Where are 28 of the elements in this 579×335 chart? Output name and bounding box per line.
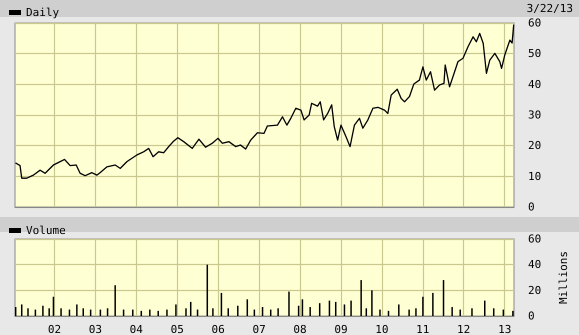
x-tick-label: 04 xyxy=(130,323,144,335)
y-tick-label: 10 xyxy=(528,170,542,183)
x-tick-label: 11 xyxy=(416,323,430,335)
x-tick-label: 12 xyxy=(457,323,470,335)
x-tick-label: 08 xyxy=(293,323,307,335)
text: 3/22/13 xyxy=(526,2,573,15)
x-tick-label: 13 xyxy=(498,323,512,335)
y-tick-label: 0 xyxy=(528,200,535,214)
y-tick-label: 20 xyxy=(528,284,542,297)
legend-label: Volume xyxy=(26,224,66,237)
x-tick-label: 06 xyxy=(212,323,225,335)
legend-label: Daily xyxy=(26,6,60,19)
y-tick-label: 20 xyxy=(528,139,542,152)
y-tick-label: 40 xyxy=(528,258,542,272)
y-tick-label: 40 xyxy=(528,78,542,91)
y-axis-title: Millions xyxy=(557,251,570,304)
line-series xyxy=(15,24,514,179)
x-tick-label: 07 xyxy=(252,323,266,335)
x-tick-label: 03 xyxy=(88,323,102,335)
x-tick-label: 09 xyxy=(334,323,348,335)
x-tick-label: 02 xyxy=(48,323,62,335)
y-tick-label: 30 xyxy=(528,108,542,122)
y-tick-label: 60 xyxy=(528,16,542,30)
y-tick-label: 0 xyxy=(528,310,535,322)
y-tick-label: 60 xyxy=(528,232,542,246)
x-tick-label: 05 xyxy=(170,323,184,335)
x-tick-label: 10 xyxy=(375,323,389,335)
y-tick-label: 50 xyxy=(528,47,542,60)
